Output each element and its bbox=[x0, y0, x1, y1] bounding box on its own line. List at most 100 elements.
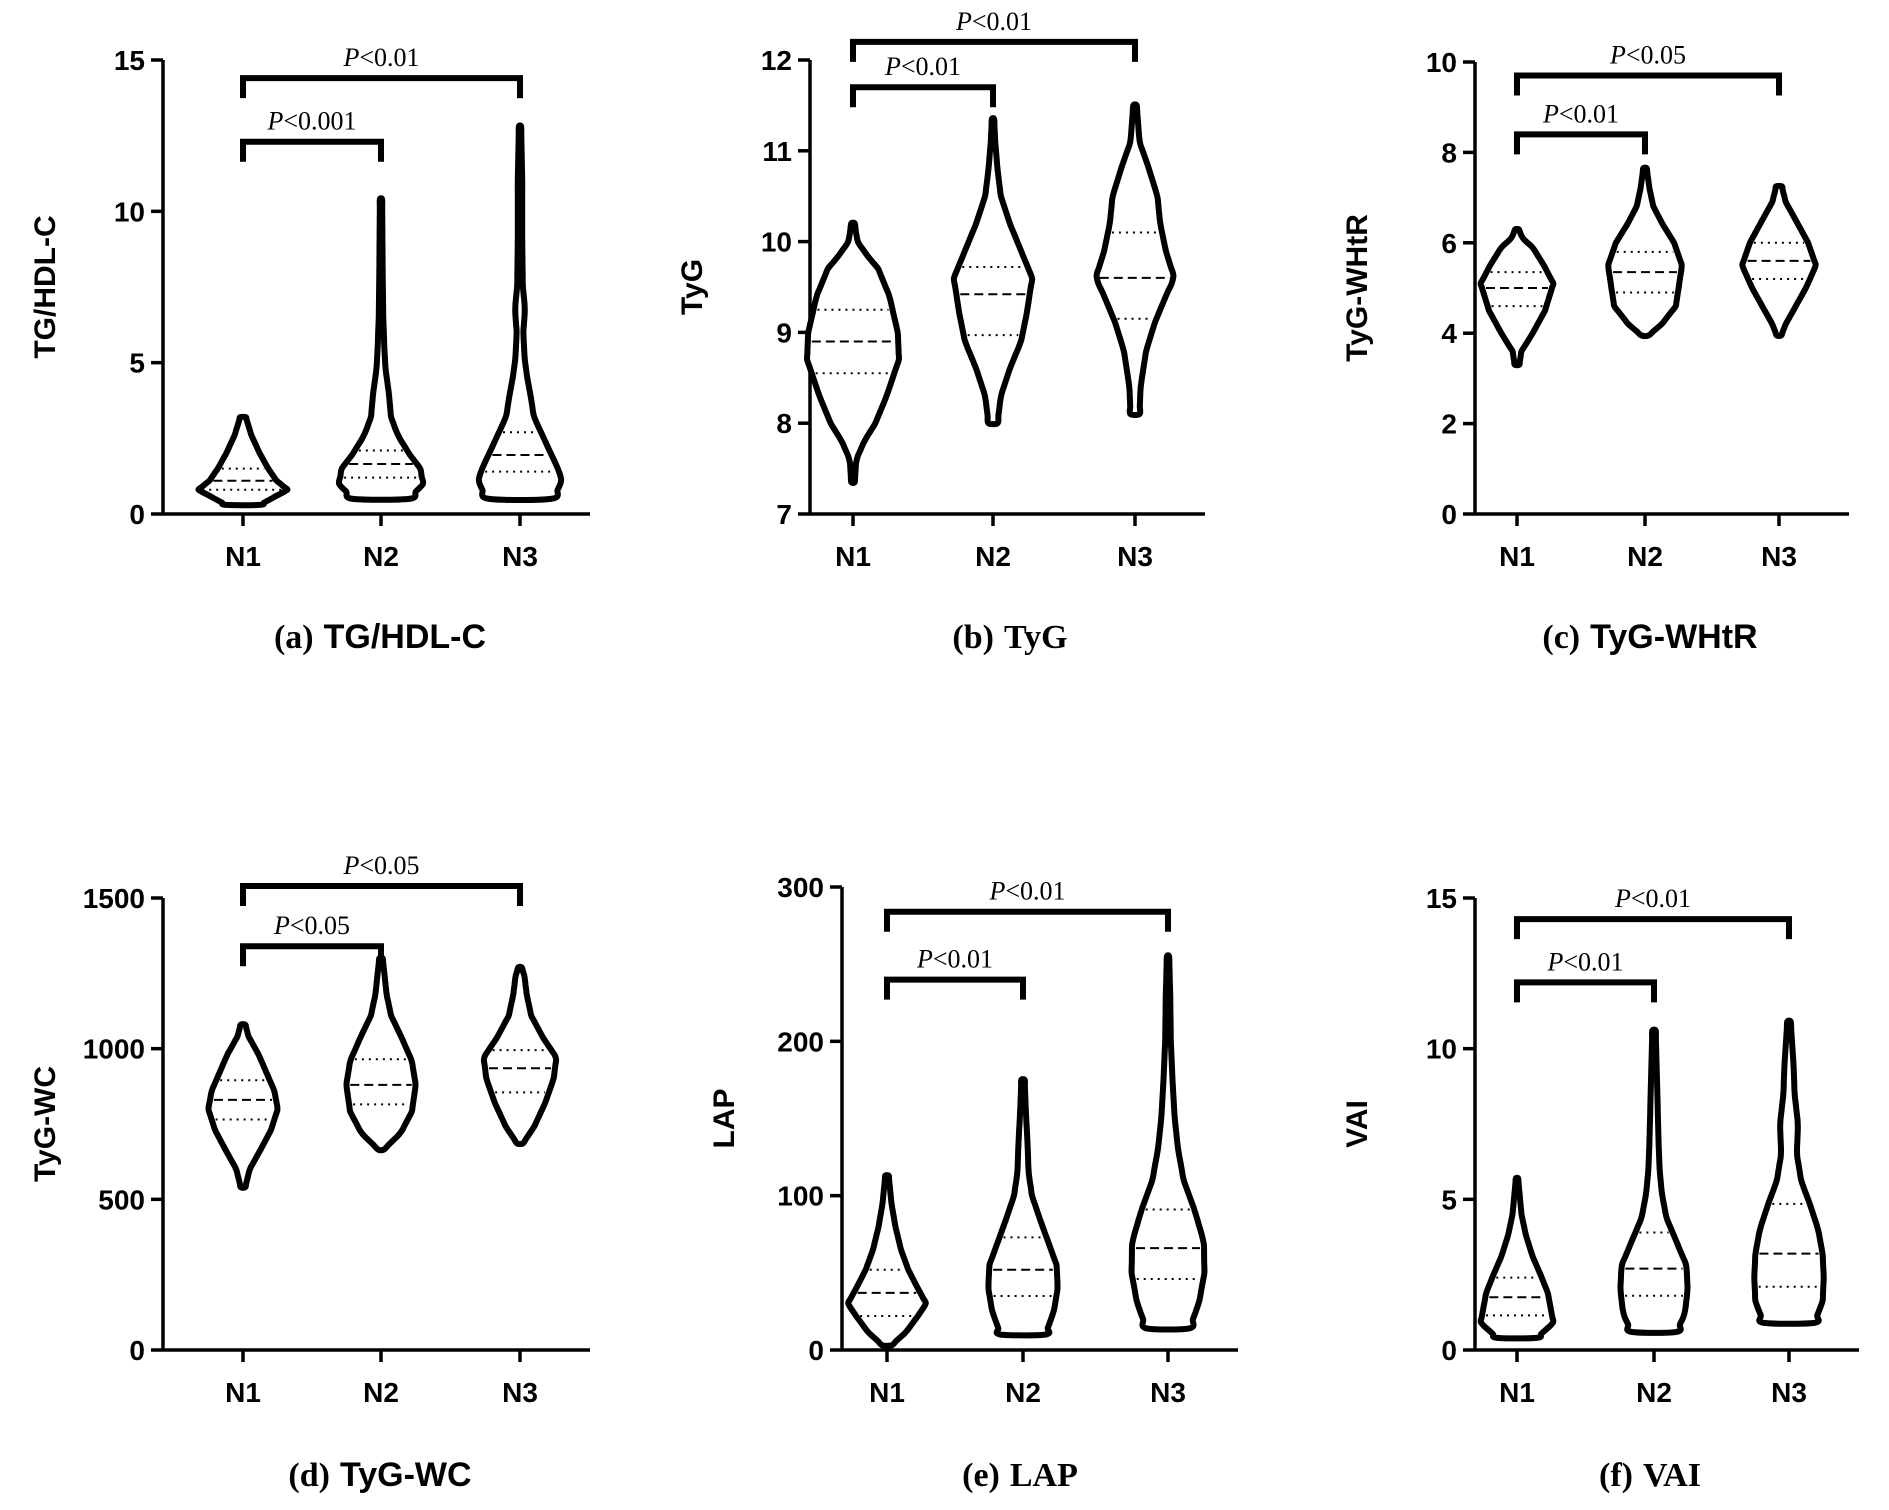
y-tick-label: 1000 bbox=[83, 1034, 145, 1065]
y-tick-label: 15 bbox=[114, 45, 145, 76]
violin-n2 bbox=[343, 954, 419, 1154]
caption-name: TyG bbox=[1004, 619, 1068, 656]
significance-bracket bbox=[240, 943, 384, 967]
p-value-label: P<0.01 bbox=[1546, 947, 1623, 976]
x-tick-label: N2 bbox=[1005, 1377, 1041, 1408]
caption-name: TyG-WC bbox=[340, 1456, 472, 1494]
violin-n1 bbox=[845, 1172, 929, 1349]
y-tick-label: 0 bbox=[1441, 499, 1457, 530]
significance-bracket bbox=[884, 908, 1171, 932]
p-symbol: P bbox=[342, 43, 359, 72]
p-threshold: <0.05 bbox=[1626, 41, 1686, 70]
violin-n2 bbox=[950, 115, 1036, 428]
x-tick-label: N2 bbox=[363, 1377, 399, 1408]
y-axis-title: TyG-WC bbox=[29, 1066, 62, 1182]
significance-bracket bbox=[1514, 131, 1648, 155]
violin-n3 bbox=[1128, 952, 1208, 1333]
p-threshold: <0.001 bbox=[283, 107, 356, 136]
y-tick-label: 8 bbox=[1441, 137, 1457, 168]
p-symbol: P bbox=[266, 107, 283, 136]
panel-caption: (d) TyG-WC bbox=[288, 1456, 471, 1494]
x-tick-label: N3 bbox=[1761, 541, 1797, 572]
y-tick-label: 6 bbox=[1441, 228, 1457, 259]
p-value-label: P<0.05 bbox=[1609, 41, 1686, 70]
x-tick-label: N3 bbox=[502, 1377, 538, 1408]
p-threshold: <0.01 bbox=[1559, 99, 1619, 128]
panel-caption: (e) LAP bbox=[962, 1457, 1078, 1494]
p-symbol: P bbox=[988, 877, 1005, 906]
p-threshold: <0.01 bbox=[901, 52, 961, 81]
x-tick-label: N2 bbox=[1636, 1377, 1672, 1408]
p-symbol: P bbox=[1546, 947, 1563, 976]
panel-caption: (f) VAI bbox=[1599, 1457, 1701, 1494]
x-tick-label: N2 bbox=[1627, 541, 1663, 572]
y-tick-label: 0 bbox=[129, 1335, 145, 1366]
caption-prefix: (c) bbox=[1542, 619, 1580, 656]
caption-name: TyG-WHtR bbox=[1590, 618, 1757, 656]
significance-bracket bbox=[884, 976, 1026, 1000]
p-threshold: <0.01 bbox=[933, 945, 993, 974]
significance-bracket bbox=[1514, 979, 1657, 1003]
x-tick-label: N1 bbox=[869, 1377, 905, 1408]
p-value-label: P<0.01 bbox=[342, 43, 419, 72]
caption-name: VAI bbox=[1643, 1457, 1701, 1494]
x-tick-label: N1 bbox=[1499, 1377, 1535, 1408]
x-tick-label: N1 bbox=[835, 541, 871, 572]
y-tick-label: 200 bbox=[777, 1026, 824, 1057]
p-symbol: P bbox=[342, 851, 359, 880]
x-tick-label: N2 bbox=[975, 541, 1011, 572]
y-tick-label: 11 bbox=[762, 136, 792, 167]
x-tick-label: N3 bbox=[1150, 1377, 1186, 1408]
p-symbol: P bbox=[955, 7, 972, 36]
y-tick-label: 0 bbox=[808, 1335, 824, 1366]
p-threshold: <0.01 bbox=[1631, 884, 1691, 913]
y-axis-title: VAI bbox=[1341, 1100, 1374, 1148]
p-threshold: <0.01 bbox=[1005, 877, 1065, 906]
y-axis-title: TyG-WHtR bbox=[1341, 214, 1374, 362]
p-value-label: P<0.05 bbox=[342, 851, 419, 880]
violin-n3 bbox=[475, 122, 565, 504]
violin-n2 bbox=[335, 195, 427, 503]
violin-n3 bbox=[480, 963, 560, 1148]
p-symbol: P bbox=[1609, 41, 1626, 70]
panel-caption: (c) TyG-WHtR bbox=[1542, 618, 1757, 656]
caption-prefix: (f) bbox=[1599, 1457, 1633, 1494]
significance-bracket bbox=[240, 138, 384, 162]
y-tick-label: 100 bbox=[777, 1181, 824, 1212]
significance-bracket bbox=[1514, 916, 1792, 940]
y-tick-label: 10 bbox=[761, 227, 792, 258]
p-symbol: P bbox=[1542, 99, 1559, 128]
violin-n1 bbox=[1477, 1174, 1557, 1342]
violin-n3 bbox=[1093, 101, 1177, 419]
significance-bracket bbox=[240, 882, 523, 906]
y-tick-label: 8 bbox=[776, 408, 792, 439]
caption-name: LAP bbox=[1010, 1457, 1078, 1494]
y-tick-label: 12 bbox=[761, 45, 792, 76]
x-tick-label: N1 bbox=[225, 541, 261, 572]
y-tick-label: 4 bbox=[1441, 318, 1457, 349]
caption-prefix: (e) bbox=[962, 1457, 1000, 1494]
caption-name: TG/HDL-C bbox=[324, 618, 486, 656]
x-tick-label: N1 bbox=[1499, 541, 1535, 572]
p-value-label: P<0.01 bbox=[955, 7, 1032, 36]
p-value-label: P<0.001 bbox=[266, 107, 356, 136]
x-tick-label: N3 bbox=[1771, 1377, 1807, 1408]
panel-caption: (b) TyG bbox=[952, 619, 1067, 656]
p-threshold: <0.01 bbox=[972, 7, 1032, 36]
y-tick-label: 15 bbox=[1426, 883, 1457, 914]
violin-n1 bbox=[1477, 225, 1557, 369]
significance-bracket bbox=[850, 84, 996, 108]
significance-bracket bbox=[850, 38, 1138, 62]
y-tick-label: 9 bbox=[776, 317, 792, 348]
violin-n1 bbox=[804, 219, 902, 487]
p-value-label: P<0.01 bbox=[1542, 99, 1619, 128]
violin-n2 bbox=[985, 1076, 1061, 1339]
p-value-label: P<0.05 bbox=[273, 911, 350, 940]
y-tick-label: 1500 bbox=[83, 883, 145, 914]
x-tick-label: N3 bbox=[1117, 541, 1153, 572]
